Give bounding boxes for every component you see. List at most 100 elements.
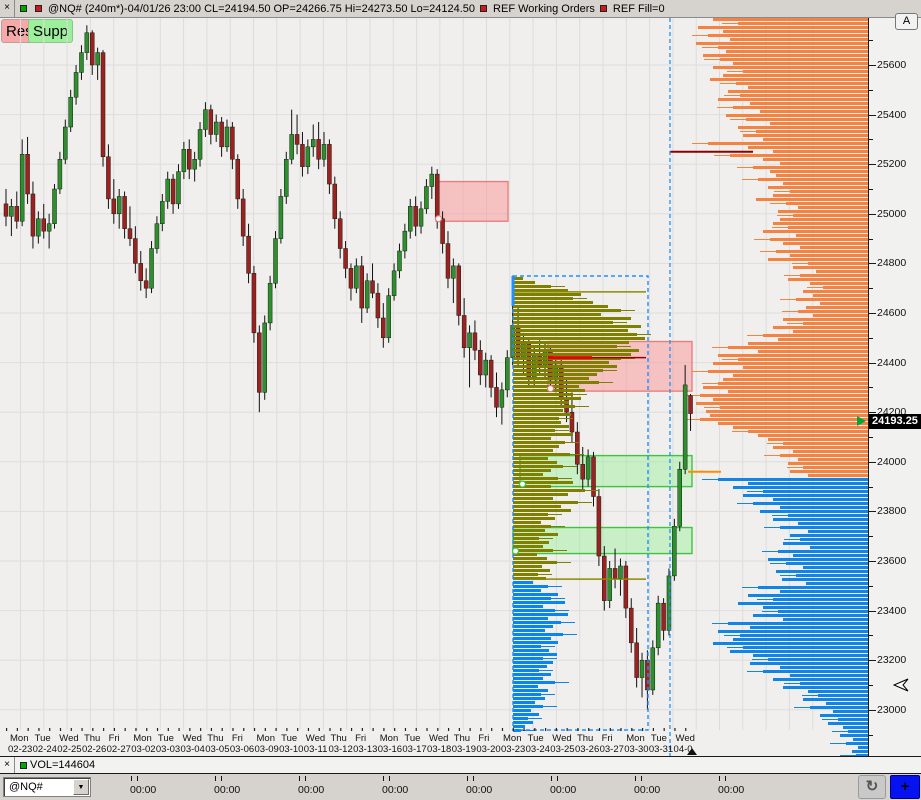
date-label: 03-05 xyxy=(205,744,230,755)
time-tick xyxy=(473,776,474,781)
price-tick xyxy=(869,189,873,190)
time-tick xyxy=(305,776,306,781)
divider xyxy=(0,756,921,757)
day-label: Tue xyxy=(527,733,544,744)
time-tick xyxy=(719,776,720,781)
price-tick xyxy=(869,387,873,389)
candles xyxy=(3,25,693,710)
day-label: Fri xyxy=(231,733,243,744)
date-label: 03-09 xyxy=(254,744,279,755)
day-label: Thu xyxy=(453,733,471,744)
date-label: 02-25 xyxy=(57,744,82,755)
price-tick-label: 24600 xyxy=(877,307,907,319)
price-tick-label: 24800 xyxy=(877,257,907,270)
price-tick xyxy=(869,486,873,488)
chevron-down-icon[interactable]: ▼ xyxy=(73,779,89,795)
date-label: 03-06 xyxy=(229,744,255,755)
volume-color-icon xyxy=(20,761,27,769)
price-tick xyxy=(869,65,876,66)
date-label: 03-17 xyxy=(402,744,427,755)
day-label: Wed xyxy=(182,733,202,744)
day-label: Thu xyxy=(83,733,101,744)
day-label: Tue xyxy=(650,733,667,744)
time-tick xyxy=(131,776,132,781)
close-icon[interactable]: × xyxy=(0,757,15,773)
price-tick xyxy=(869,89,873,91)
day-label: Mon xyxy=(503,733,522,744)
date-label: 02-27 xyxy=(106,744,131,755)
date-label: 03-25 xyxy=(550,744,575,755)
date-label: 03-30 xyxy=(624,744,649,755)
day-label: Mon xyxy=(133,733,152,744)
time-label: 00:00 xyxy=(214,784,241,796)
day-label: Tue xyxy=(157,733,174,744)
price-axis[interactable]: 25600 25400 25200 25000 24800 24600 24400 24200… xyxy=(868,18,921,756)
close-icon[interactable]: × xyxy=(0,0,15,17)
price-tick xyxy=(869,536,873,538)
date-label: 03-18 xyxy=(427,744,452,755)
auto-scale-button[interactable]: A xyxy=(895,13,918,30)
price-tick xyxy=(869,461,876,463)
time-tick xyxy=(635,776,636,781)
price-tick-label: 25200 xyxy=(877,158,907,171)
price-tick xyxy=(869,337,873,339)
mouse-cursor-icon xyxy=(893,678,909,692)
chart-canvas[interactable] xyxy=(0,18,868,757)
price-tick xyxy=(869,114,876,116)
price-tick xyxy=(869,660,876,662)
selection-tools xyxy=(511,18,671,756)
date-label: 03-27 xyxy=(599,744,624,755)
price-tick xyxy=(869,511,876,513)
time-label: 00:00 xyxy=(130,784,157,796)
day-label: Tue xyxy=(281,733,298,744)
day-label: Wed xyxy=(59,733,79,744)
down-color-swatch-icon xyxy=(35,5,42,12)
date-label: 04-0 xyxy=(673,744,693,755)
symbol-combo[interactable]: @NQ# ▼ xyxy=(3,777,91,797)
add-button[interactable]: + xyxy=(890,775,920,799)
day-label: Mon xyxy=(256,733,275,744)
study-lines xyxy=(513,150,753,580)
time-tick xyxy=(299,776,300,781)
day-label: Fri xyxy=(478,733,490,744)
study-working-orders-label: REF Working Orders xyxy=(493,2,595,15)
time-tick xyxy=(221,776,222,781)
volume-subgraph-row: × VOL=144604 xyxy=(0,757,921,773)
price-tick-label: 23400 xyxy=(877,604,907,617)
date-label: 03-13 xyxy=(353,744,378,755)
time-tick xyxy=(725,776,726,781)
zone-resistance-1[interactable] xyxy=(435,180,509,222)
price-tick-label: 25600 xyxy=(877,59,907,71)
price-tick-label: 23600 xyxy=(877,555,907,567)
date-label: 03-31 xyxy=(648,744,674,755)
time-cursor-marker xyxy=(687,748,697,755)
symbol-value: @NQ# xyxy=(9,781,43,793)
zone-anchors xyxy=(434,215,555,555)
day-label: Thu xyxy=(207,733,224,744)
price-tick xyxy=(869,709,876,711)
price-tick xyxy=(869,734,873,736)
price-tick xyxy=(869,585,873,587)
date-label: 03-03 xyxy=(155,744,181,755)
day-label: Wed xyxy=(552,733,572,744)
date-label: 03-11 xyxy=(303,744,328,755)
time-label: 00:00 xyxy=(466,784,493,796)
time-tick xyxy=(551,776,552,781)
date-label: 03-04 xyxy=(180,744,205,755)
support-button[interactable]: Supp xyxy=(28,19,74,43)
time-tick xyxy=(383,776,384,781)
price-tick xyxy=(869,40,873,42)
chart-title-bar: × @NQ# (240m*)-04/01/26 23:00 CL=24194.5… xyxy=(0,0,921,18)
refresh-button[interactable]: ↻ xyxy=(858,775,886,799)
time-label: 00:00 xyxy=(550,784,577,796)
price-tick xyxy=(869,362,876,364)
price-tick xyxy=(869,313,876,314)
date-label: 03-24 xyxy=(525,744,550,755)
time-tick xyxy=(215,776,216,781)
date-label: 03-16 xyxy=(377,744,403,755)
price-tick-label: 23200 xyxy=(877,654,907,667)
day-label: Tue xyxy=(404,733,421,744)
day-label: Thu xyxy=(576,733,594,744)
price-tick xyxy=(869,164,876,166)
price-tick xyxy=(869,238,873,240)
